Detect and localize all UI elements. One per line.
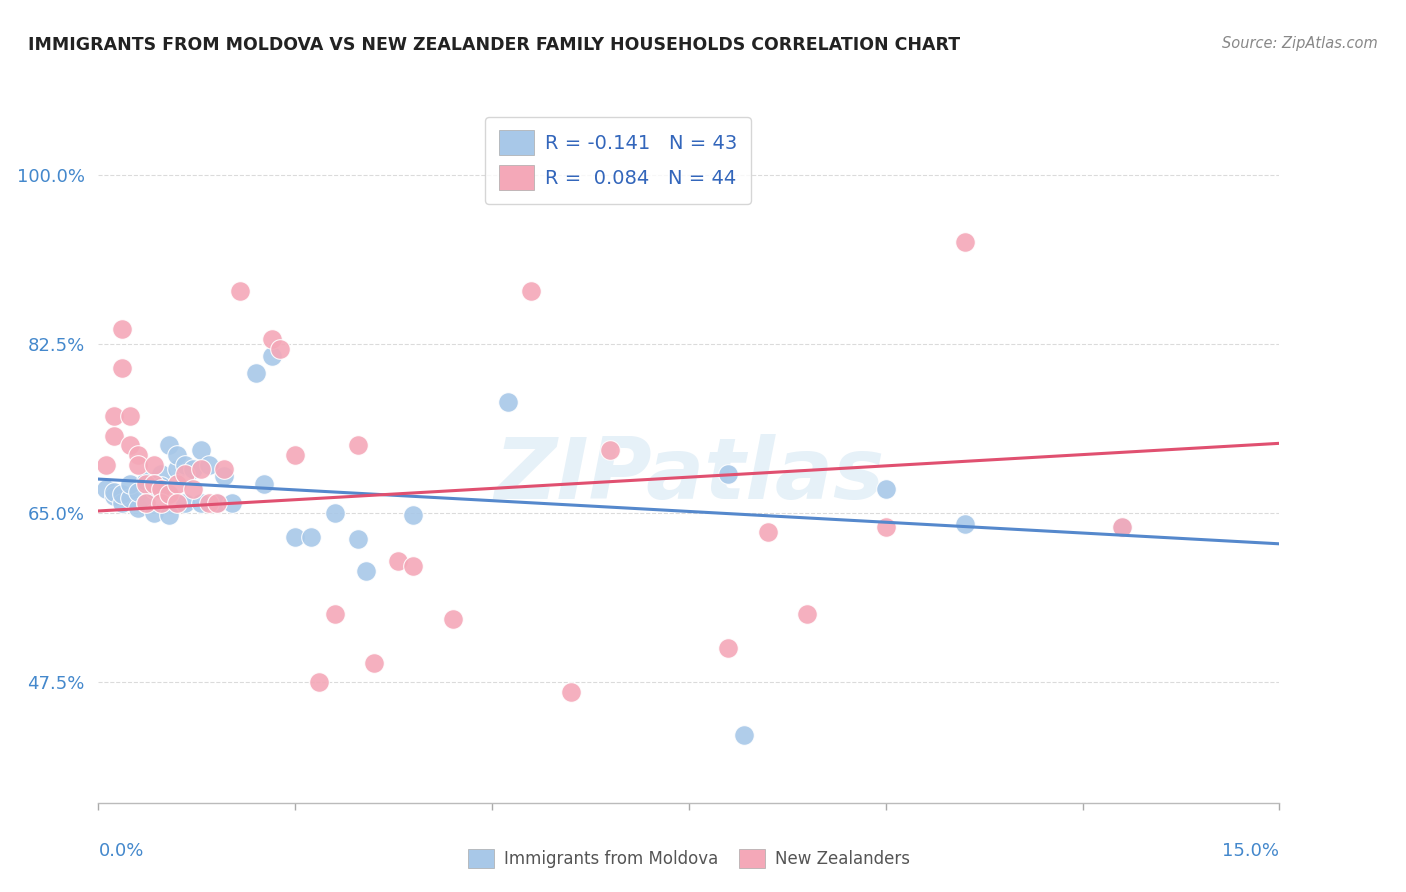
Point xyxy=(135,496,157,510)
Point xyxy=(166,476,188,491)
Point xyxy=(103,428,125,442)
Point xyxy=(111,361,134,376)
Point xyxy=(260,350,283,364)
Point xyxy=(190,462,212,476)
Point xyxy=(181,462,204,476)
Point xyxy=(157,438,180,452)
Point xyxy=(205,496,228,510)
Point xyxy=(118,409,141,424)
Point xyxy=(135,496,157,510)
Text: IMMIGRANTS FROM MOLDOVA VS NEW ZEALANDER FAMILY HOUSEHOLDS CORRELATION CHART: IMMIGRANTS FROM MOLDOVA VS NEW ZEALANDER… xyxy=(28,36,960,54)
Point xyxy=(135,474,157,488)
Point xyxy=(354,564,377,578)
Point xyxy=(190,496,212,510)
Point xyxy=(111,322,134,336)
Point xyxy=(127,458,149,472)
Point xyxy=(96,482,118,496)
Point xyxy=(402,508,425,522)
Point xyxy=(221,496,243,510)
Point xyxy=(260,332,283,346)
Point xyxy=(402,559,425,574)
Point xyxy=(127,448,149,462)
Point xyxy=(150,467,173,482)
Point xyxy=(253,476,276,491)
Point xyxy=(111,496,134,510)
Text: 0.0%: 0.0% xyxy=(98,842,143,860)
Point xyxy=(135,476,157,491)
Point xyxy=(245,366,267,380)
Point xyxy=(127,501,149,516)
Point xyxy=(733,728,755,742)
Point xyxy=(560,684,582,698)
Text: Source: ZipAtlas.com: Source: ZipAtlas.com xyxy=(1222,36,1378,51)
Point xyxy=(496,394,519,409)
Point xyxy=(111,486,134,500)
Text: 15.0%: 15.0% xyxy=(1222,842,1279,860)
Point xyxy=(96,458,118,472)
Point xyxy=(599,443,621,458)
Point xyxy=(520,284,543,298)
Point xyxy=(323,607,346,622)
Point xyxy=(103,484,125,499)
Point xyxy=(214,469,236,483)
Point xyxy=(363,656,385,670)
Point xyxy=(174,458,197,472)
Point xyxy=(142,458,165,472)
Point xyxy=(166,448,188,462)
Point xyxy=(190,443,212,458)
Point xyxy=(197,496,219,510)
Point xyxy=(103,489,125,503)
Point xyxy=(142,476,165,491)
Point xyxy=(166,496,188,510)
Point xyxy=(347,438,370,452)
Point xyxy=(1111,520,1133,534)
Point xyxy=(166,462,188,476)
Point xyxy=(299,530,322,544)
Point xyxy=(118,491,141,506)
Point xyxy=(150,482,173,496)
Point xyxy=(308,675,330,690)
Point xyxy=(875,520,897,534)
Text: ZIPatlas: ZIPatlas xyxy=(494,434,884,517)
Point xyxy=(229,284,252,298)
Point xyxy=(181,482,204,496)
Legend: Immigrants from Moldova, New Zealanders: Immigrants from Moldova, New Zealanders xyxy=(461,842,917,874)
Point xyxy=(174,467,197,482)
Point xyxy=(197,458,219,472)
Point xyxy=(157,508,180,522)
Point xyxy=(127,484,149,499)
Point xyxy=(717,641,740,656)
Point xyxy=(953,517,976,532)
Point xyxy=(387,554,409,568)
Point xyxy=(205,496,228,510)
Point xyxy=(347,532,370,546)
Point xyxy=(756,525,779,540)
Point xyxy=(796,607,818,622)
Point xyxy=(284,448,307,462)
Point xyxy=(150,496,173,510)
Point xyxy=(174,496,197,510)
Point xyxy=(118,476,141,491)
Point xyxy=(269,342,291,356)
Point xyxy=(441,612,464,626)
Point xyxy=(717,467,740,482)
Point xyxy=(150,479,173,493)
Point xyxy=(118,438,141,452)
Point xyxy=(142,506,165,520)
Point xyxy=(284,530,307,544)
Point xyxy=(103,409,125,424)
Point xyxy=(214,462,236,476)
Point xyxy=(953,235,976,250)
Point xyxy=(323,506,346,520)
Point xyxy=(142,482,165,496)
Point xyxy=(1111,520,1133,534)
Point xyxy=(875,482,897,496)
Point xyxy=(157,486,180,500)
